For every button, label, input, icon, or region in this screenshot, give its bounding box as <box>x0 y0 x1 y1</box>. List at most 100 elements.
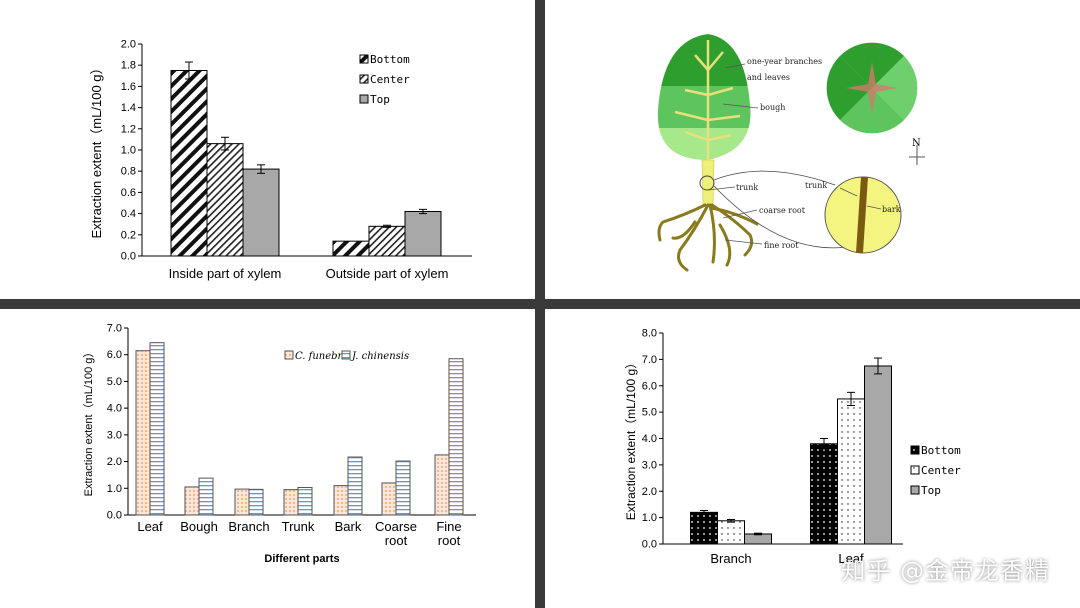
y-tick-label: 6.0 <box>642 380 657 392</box>
bar-outside-part-of-xylem-center <box>368 225 406 257</box>
legend-swatch <box>910 465 920 475</box>
y-tick-label: 0.2 <box>121 229 136 241</box>
bar-bark-j-chinensis <box>347 456 363 516</box>
bar-fine-root-j-chinensis <box>448 358 464 516</box>
y-tick-label: 1.6 <box>121 81 136 93</box>
x-category-label: Bark <box>335 519 362 534</box>
label-bough: bough <box>760 103 785 112</box>
label-trunk-detail: trunk <box>805 181 827 190</box>
bar-leaf-j-chinensis <box>149 342 165 516</box>
x-category-label: Outside part of xylem <box>326 266 449 281</box>
bar-fine-root-c-funebris <box>434 454 450 516</box>
y-tick-label: 5.0 <box>107 376 122 388</box>
y-tick-label: 3.0 <box>642 459 657 471</box>
bar-outside-part-of-xylem-top <box>404 210 442 257</box>
y-tick-label: 0.0 <box>107 510 122 522</box>
y-tick-label: 0.8 <box>121 166 136 178</box>
y-tick-label: 6.0 <box>107 349 122 361</box>
y-tick-label: 0.0 <box>121 251 136 263</box>
bar-trunk-c-funebris <box>283 489 299 516</box>
legend-swatch <box>359 54 369 64</box>
y-tick-label: 7.0 <box>642 354 657 366</box>
x-category-label: Inside part of xylem <box>169 266 282 281</box>
panel-branch-leaf-chart: 0.0 1.0 2.0 3.0 4.0 5.0 6.0 7.0 8.0 Extraction ex… <box>545 309 1080 608</box>
x-category-label: Branch <box>228 519 269 534</box>
legend-label: Center <box>370 73 410 86</box>
bar-bough-j-chinensis <box>198 477 214 516</box>
bar-branch-top <box>744 533 772 545</box>
y-tick-label: 4.0 <box>107 403 122 415</box>
y-tick-label: 0.6 <box>121 187 136 199</box>
legend-label: J. chinensis <box>350 351 409 362</box>
y-tick-label: 1.4 <box>121 102 136 114</box>
panel-xylem-chart: 0.0 0.2 0.4 0.6 0.8 1.0 1.2 1.4 1.6 1.8 2.0 Extract… <box>0 0 535 299</box>
bar-inside-part-of-xylem-center <box>206 143 244 257</box>
y-tick-label: 3.0 <box>107 429 122 441</box>
bar-coarse-root-c-funebris <box>381 482 397 516</box>
label-fine-root: fine root <box>764 241 799 250</box>
bar-leaf-center <box>837 398 865 545</box>
legend-label: Bottom <box>921 444 961 457</box>
x-category-label: Branch <box>710 551 751 566</box>
y-tick-label: 1.0 <box>121 145 136 157</box>
y-tick-label: 5.0 <box>642 407 657 419</box>
y-tick-label: 1.8 <box>121 60 136 72</box>
y-tick-label: 8.0 <box>642 328 657 340</box>
label-trunk: trunk <box>736 183 758 192</box>
tree-roots <box>657 203 759 272</box>
y-tick-label: 7.0 <box>107 323 122 335</box>
legend-swatch <box>910 485 920 495</box>
bar-coarse-root-j-chinensis <box>395 460 411 516</box>
bar-branch-bottom <box>690 511 718 545</box>
x-category-label-line2: root <box>385 533 408 548</box>
legend-label: C. funebris <box>295 351 351 362</box>
label-bark: bark <box>882 205 901 214</box>
xylem-bar-chart: 0.0 0.2 0.4 0.6 0.8 1.0 1.2 1.4 1.6 1.8 2.0 Extract… <box>89 39 472 281</box>
x-axis-title: Different parts <box>264 553 339 565</box>
bar-bough-c-funebris <box>184 486 200 516</box>
legend-label: Top <box>921 484 941 497</box>
label-coarse-root: coarse root <box>759 206 806 215</box>
y-tick-label: 0.4 <box>121 208 136 220</box>
x-category-label: Leaf <box>137 519 163 534</box>
crown-section-disc <box>826 42 918 134</box>
bar-leaf-bottom <box>810 443 838 545</box>
y-tick-label: 1.0 <box>107 483 122 495</box>
bar-branch-j-chinensis <box>248 488 264 516</box>
north-label: N <box>912 138 921 149</box>
north-arrow-icon <box>909 145 925 165</box>
label-and-leaves: and leaves <box>747 73 790 82</box>
bar-outside-part-of-xylem-bottom <box>332 240 370 257</box>
x-category-label: Trunk <box>282 519 315 534</box>
bar-branch-c-funebris <box>234 488 250 516</box>
bar-trunk-j-chinensis <box>297 486 313 516</box>
y-axis-title: Extraction extent（mL/100 g） <box>624 357 638 520</box>
y-axis-title: Extraction extent（mL/100 g） <box>82 347 95 497</box>
trunk-section-disc <box>824 176 902 254</box>
y-tick-label: 4.0 <box>642 433 657 445</box>
branch-leaf-bar-chart: 0.0 1.0 2.0 3.0 4.0 5.0 6.0 7.0 8.0 Extraction ex… <box>624 328 961 567</box>
panel-tree-diagram: N one-year branches and leaves bough tru… <box>545 0 1080 299</box>
tree-sampling-diagram: N one-year branches and leaves bough tru… <box>657 34 925 272</box>
bar-inside-part-of-xylem-top <box>242 168 280 257</box>
legend-label: Top <box>370 93 390 106</box>
x-category-label-line2: root <box>438 533 461 548</box>
x-category-label: Fine <box>436 519 461 534</box>
trunk-zoom-marker <box>699 175 715 191</box>
legend-label: Bottom <box>370 53 410 66</box>
legend-label: Center <box>921 464 961 477</box>
y-tick-label: 1.0 <box>642 512 657 524</box>
parts-bar-chart: 0.0 1.0 2.0 3.0 4.0 5.0 6.0 7.0 Extraction exten… <box>82 323 476 565</box>
y-tick-label: 2.0 <box>121 39 136 51</box>
x-category-label: Coarse <box>375 519 417 534</box>
x-category-label: Leaf <box>838 551 864 566</box>
bar-inside-part-of-xylem-bottom <box>170 70 208 257</box>
y-tick-label: 2.0 <box>107 456 122 468</box>
legend-swatch <box>341 350 351 360</box>
label-leaders <box>707 63 882 245</box>
y-tick-label: 0.0 <box>642 539 657 551</box>
y-tick-label: 2.0 <box>642 486 657 498</box>
legend-swatch <box>359 94 369 104</box>
x-category-label: Bough <box>180 519 218 534</box>
tree-trunk <box>701 159 715 206</box>
